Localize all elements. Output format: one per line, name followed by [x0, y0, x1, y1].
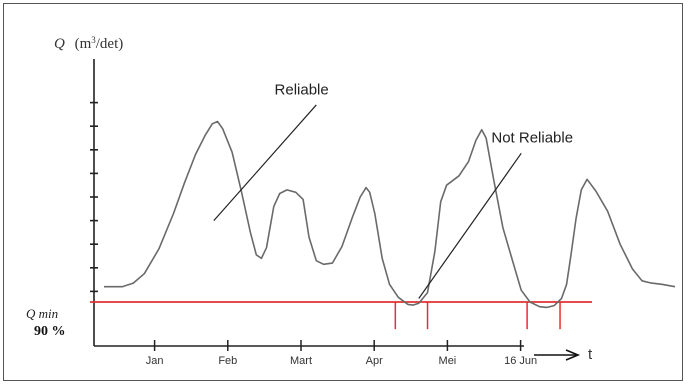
discharge-chart: Jan Feb Mart Apr Mei 16 Jun Reliable Not Relia… — [26, 35, 676, 367]
y-axis-symbol: Q — [54, 36, 65, 52]
chart-frame: Jan Feb Mart Apr Mei 16 Jun Reliable Not Relia… — [3, 3, 683, 381]
x-tick-label-3: Apr — [366, 355, 383, 367]
x-tick-label-0: Jan — [146, 355, 164, 367]
y-axis-label: Q (m3/det) — [54, 35, 123, 52]
x-tick-label-2: Mart — [290, 355, 312, 367]
series-line-0 — [104, 120, 676, 309]
threshold-label-percent: 90 % — [34, 324, 66, 339]
annotation-pointer-1 — [418, 152, 522, 299]
x-axis-arrow-head — [565, 349, 581, 361]
x-tick-label-1: Feb — [218, 355, 237, 367]
y-axis-unit-power: 3 — [91, 35, 96, 45]
annotation-label-1: Not Reliable — [491, 130, 573, 147]
annotation-label-0: Reliable — [275, 81, 329, 98]
y-axis-unit-prefix: (m — [75, 36, 92, 52]
x-tick-label-4: Mei — [439, 355, 457, 367]
annotation-pointer-0 — [213, 104, 317, 221]
x-axis-label: t — [588, 346, 593, 363]
x-tick-label-5: 16 Jun — [504, 355, 537, 367]
threshold-label-qmin: Q min — [26, 306, 58, 321]
y-axis-unit-suffix: /det) — [96, 36, 124, 52]
